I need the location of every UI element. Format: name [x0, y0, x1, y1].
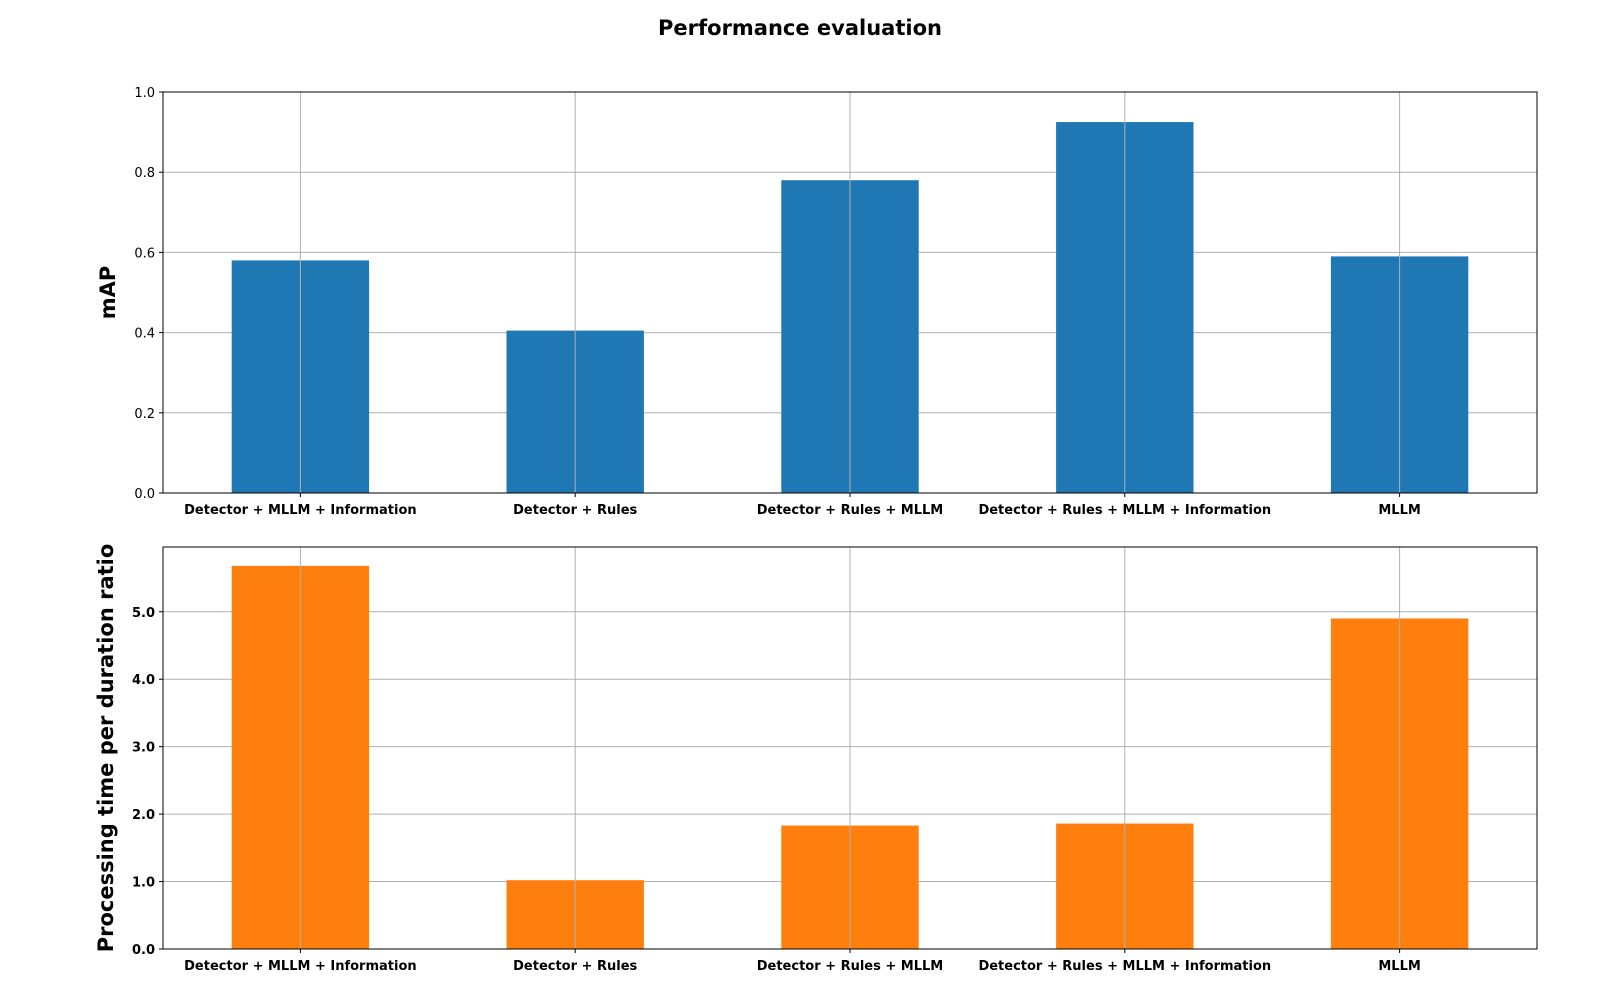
y-tick-label: 0.0 [132, 943, 155, 958]
category-label: Detector + Rules + MLLM + Information [978, 959, 1271, 974]
y-tick-label: 0.8 [134, 166, 155, 181]
y-tick-label: 0.2 [134, 407, 155, 422]
y-axis-label: Processing time per duration ratio [94, 544, 118, 953]
y-axis-label: mAP [96, 266, 120, 320]
y-tick-label: 1.0 [132, 876, 155, 891]
category-label: MLLM [1378, 503, 1420, 518]
category-label: MLLM [1378, 959, 1420, 974]
y-tick-label: 0.4 [134, 327, 155, 342]
chart-panel-1: 0.0 0.2 0.4 0.6 0.8 1.0 Detector + MLLM + Info… [96, 86, 1538, 518]
category-label: Detector + Rules [513, 959, 637, 974]
y-tick-label: 5.0 [132, 606, 155, 621]
category-label: Detector + MLLM + Information [184, 959, 417, 974]
category-label: Detector + Rules + MLLM [757, 503, 944, 518]
y-tick-label: 2.0 [132, 808, 155, 823]
figure-title: Performance evaluation [658, 16, 942, 40]
chart-panel-2: 0.0 1.0 2.0 3.0 4.0 5.0 Detector + MLLM + Info… [94, 544, 1538, 974]
category-label: Detector + Rules [513, 503, 637, 518]
y-tick-label: 0.0 [134, 487, 155, 502]
y-tick-label: 3.0 [132, 741, 155, 756]
y-tick-label: 1.0 [134, 86, 155, 101]
category-label: Detector + Rules + MLLM + Information [978, 503, 1271, 518]
y-tick-label: 0.6 [134, 246, 155, 261]
category-label: Detector + Rules + MLLM [757, 959, 944, 974]
y-tick-label: 4.0 [132, 673, 155, 688]
category-label: Detector + MLLM + Information [184, 503, 417, 518]
